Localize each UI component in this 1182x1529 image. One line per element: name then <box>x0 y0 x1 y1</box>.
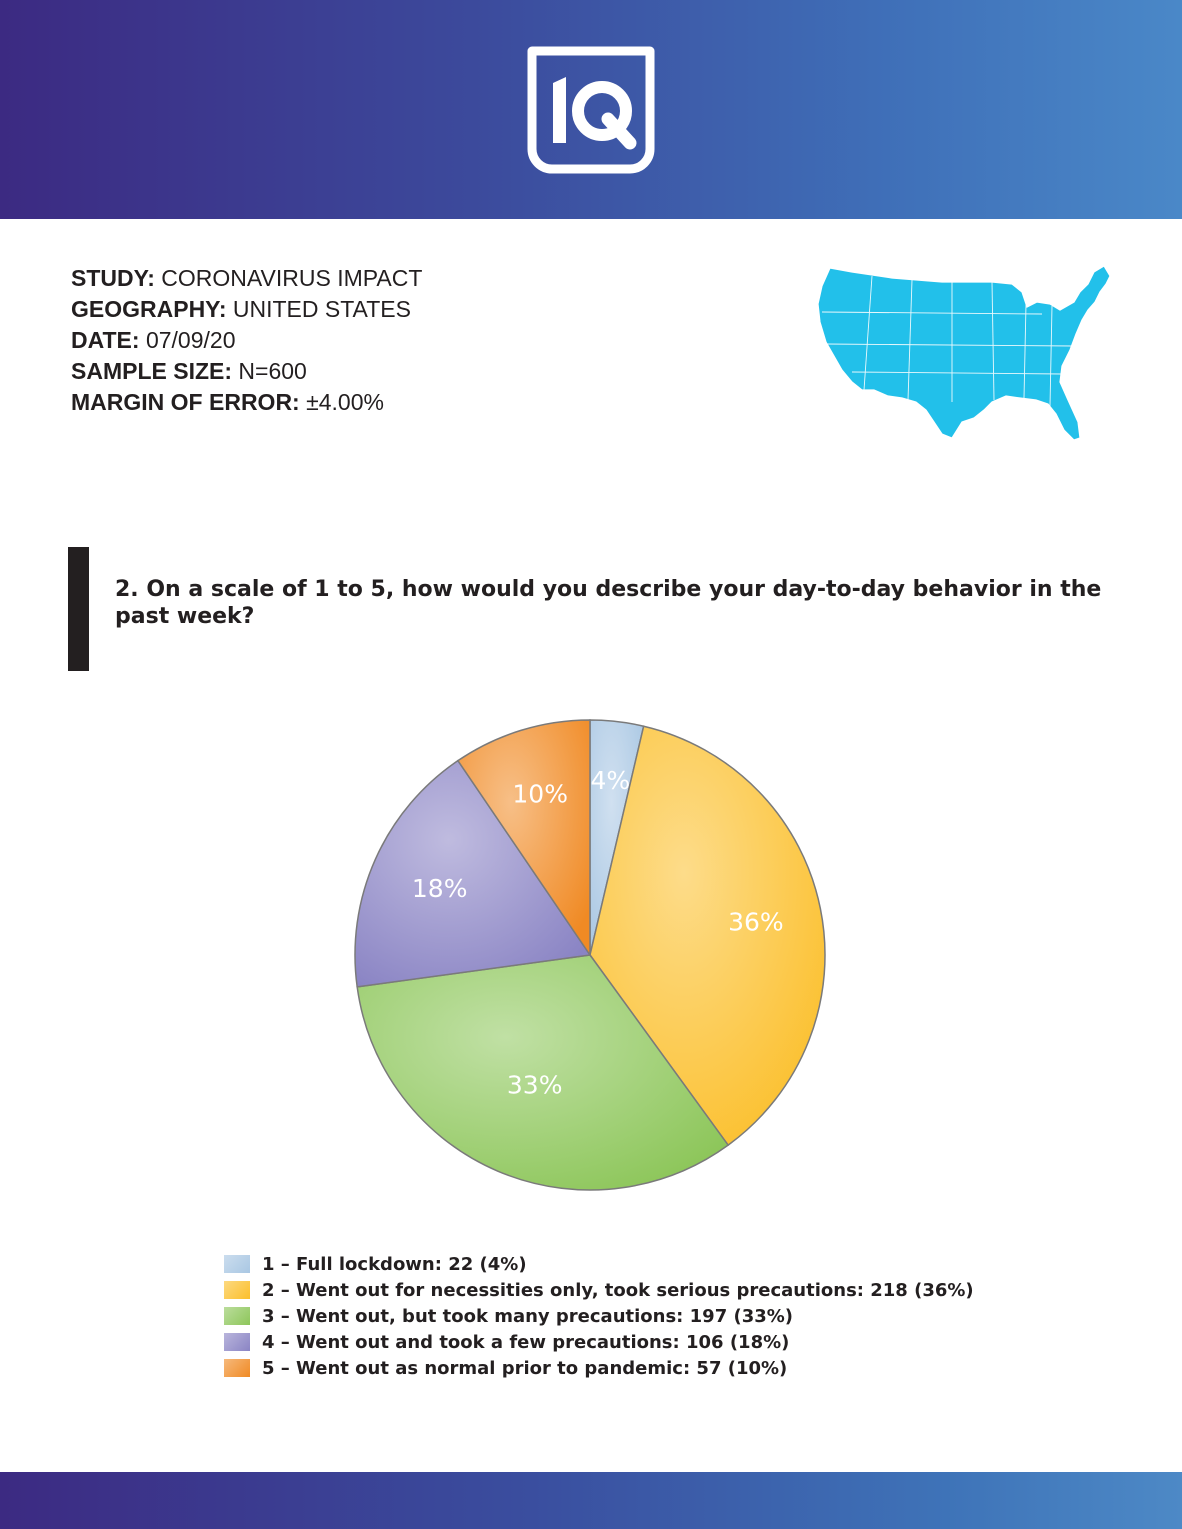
legend-label-1: 1 – Full lockdown: 22 (4%) <box>262 1253 527 1275</box>
header-band <box>0 0 1182 219</box>
footer-band <box>0 1472 1182 1529</box>
legend-item-5: 5 – Went out as normal prior to pandemic… <box>224 1355 974 1381</box>
legend-item-2: 2 – Went out for necessities only, took … <box>224 1277 974 1303</box>
legend-label-5: 5 – Went out as normal prior to pandemic… <box>262 1357 788 1379</box>
pie-slice-label-3: 33% <box>507 1071 563 1100</box>
legend-swatch-3 <box>224 1307 250 1325</box>
usa-map-icon <box>817 265 1111 441</box>
legend-swatch-5 <box>224 1359 250 1377</box>
pie-slice-5 <box>456 719 591 958</box>
legend-item-3: 3 – Went out, but took many precautions:… <box>224 1303 974 1329</box>
question-text: 2. On a scale of 1 to 5, how would you d… <box>115 577 1102 629</box>
legend-item-4: 4 – Went out and took a few precautions:… <box>224 1329 974 1355</box>
pie-chart: 4% 36% 33% 18% 10% <box>354 719 826 1191</box>
pie-slice-label-5: 10% <box>512 779 568 808</box>
meta-date: DATE: 07/09/20 <box>71 327 236 353</box>
pie-slice-label-2: 36% <box>728 908 784 937</box>
pie-slice-2 <box>589 725 826 1147</box>
legend-label-3: 3 – Went out, but took many precautions:… <box>262 1305 794 1327</box>
question-accent-bar <box>68 547 89 671</box>
pie-slice-label-4: 18% <box>412 874 468 903</box>
legend-label-2: 2 – Went out for necessities only, took … <box>262 1279 974 1301</box>
iq-logo <box>527 46 655 174</box>
legend-item-1: 1 – Full lockdown: 22 (4%) <box>224 1251 974 1277</box>
pie-slice-4 <box>354 759 592 988</box>
meta-sample-size: SAMPLE SIZE: N=600 <box>71 358 307 384</box>
chart-legend: 1 – Full lockdown: 22 (4%) 2 – Went out f… <box>224 1251 974 1381</box>
pie-slice-label-1: 4% <box>590 766 630 795</box>
legend-swatch-4 <box>224 1333 250 1351</box>
legend-swatch-2 <box>224 1281 250 1299</box>
legend-swatch-1 <box>224 1255 250 1273</box>
legend-label-4: 4 – Went out and took a few precautions:… <box>262 1331 790 1353</box>
study-meta: STUDY: CORONAVIRUS IMPACT GEOGRAPHY: UNI… <box>71 263 422 418</box>
meta-geography: GEOGRAPHY: UNITED STATES <box>71 296 411 322</box>
meta-margin-of-error: MARGIN OF ERROR: ±4.00% <box>71 389 384 415</box>
meta-study: STUDY: CORONAVIRUS IMPACT <box>71 265 423 291</box>
pie-slice-3 <box>356 954 730 1191</box>
